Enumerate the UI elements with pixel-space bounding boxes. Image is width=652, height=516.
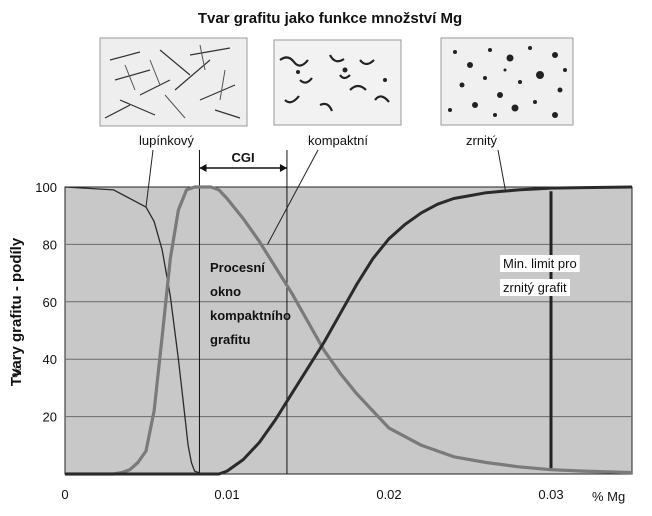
y-tick-label: 60 (43, 295, 57, 310)
series-lines (64, 185, 633, 476)
annotation-halo (500, 255, 580, 272)
min-limit-annotation: Min. limit pro zrnitý grafit (500, 255, 580, 296)
y-tick-labels: 20 40 60 80 100 (35, 180, 57, 425)
micrograph-compact-image (273, 39, 402, 126)
y-axis-unit: % (9, 366, 24, 378)
y-tick-label: 80 (43, 237, 57, 252)
y-tick-label: 40 (43, 352, 57, 367)
reference-lines (198, 150, 553, 474)
label-zrnity: zrnitý (466, 133, 498, 148)
process-window-line-1: Procesní (210, 260, 265, 275)
series-line-1 (64, 186, 211, 475)
label-lupinkovy: lupínkový (139, 133, 194, 148)
callout-lupinkovy (145, 149, 154, 208)
y-tick-label: 20 (43, 410, 57, 425)
x-tick-labels: 0 0.01 0.02 0.03 (61, 487, 563, 502)
process-window-line-2: okno (210, 284, 241, 299)
callout-zrnity (497, 149, 507, 192)
plot-area (64, 186, 633, 475)
process-window-line-4: grafitu (210, 332, 251, 347)
process-window-annotation: Procesní okno kompaktního grafitu (210, 260, 291, 347)
x-tick-label: 0 (61, 487, 68, 502)
micrograph-nodular-image (440, 37, 574, 126)
min-limit-line-2: zrnitý grafit (503, 280, 567, 295)
series-line-3 (65, 185, 633, 476)
chart-title: Tvar grafitu jako funkce množství Mg (198, 10, 462, 27)
x-tick-label: 0.01 (214, 487, 239, 502)
cgi-arrowhead-left (199, 164, 207, 172)
process-window-line-3: kompaktního (210, 308, 291, 323)
cgi-arrowhead-right (279, 164, 287, 172)
callout-lines (145, 149, 507, 245)
min-limit-line-1: Min. limit pro (503, 256, 577, 271)
x-axis-label: % Mg (592, 489, 625, 504)
annotation-halo (500, 279, 570, 296)
callout-kompaktni (267, 149, 319, 245)
y-tick-label: 100 (35, 180, 57, 195)
x-tick-label: 0.03 (538, 487, 563, 502)
x-tick-label: 0.02 (376, 487, 401, 502)
micrograph-flake-image (99, 37, 248, 127)
label-kompaktni: kompaktní (308, 133, 368, 148)
y-axis-label: Tvary grafitu - podíly (8, 237, 25, 386)
cgi-label: CGI (231, 150, 254, 165)
series-line-2 (65, 185, 633, 476)
